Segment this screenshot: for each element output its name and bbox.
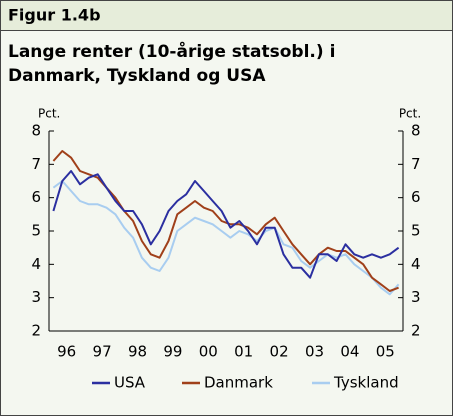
x-tick-label: 99 [163, 343, 182, 361]
y2-tick-label: 4 [411, 255, 421, 273]
legend-label: Tyskland [333, 374, 399, 392]
x-tick-label: 01 [234, 343, 253, 361]
series-line [52, 180, 400, 296]
y2-tick-label: 5 [411, 222, 421, 240]
legend-label: Danmark [204, 374, 273, 392]
y-tick-label: 5 [31, 222, 41, 240]
legend-label: USA [114, 374, 146, 392]
y-tick-label: 7 [31, 155, 41, 173]
x-tick-label: 05 [376, 343, 395, 361]
x-tick-label: 98 [128, 343, 147, 361]
chart-title: Lange renter (10-årige statsobl.) i Danma… [8, 40, 335, 86]
y2-tick-label: 6 [411, 188, 421, 206]
y2-tick-label: 3 [411, 288, 421, 306]
figure-label: Figur 1.4b [8, 6, 101, 25]
x-tick-label: 02 [270, 343, 289, 361]
y2-tick-label: 2 [411, 322, 421, 340]
y2-axis-label: Pct. [399, 107, 421, 121]
y2-tick-label: 8 [411, 122, 421, 140]
x-tick-label: 96 [57, 343, 76, 361]
y-tick-label: 3 [31, 288, 41, 306]
y-tick-label: 2 [31, 322, 41, 340]
y2-tick-label: 7 [411, 155, 421, 173]
header-bar [0, 0, 453, 31]
x-tick-label: 00 [199, 343, 218, 361]
y-axis-label: Pct. [38, 107, 60, 121]
x-tick-label: 03 [305, 343, 324, 361]
y-tick-label: 4 [31, 255, 41, 273]
y-tick-label: 8 [31, 122, 41, 140]
series-line [52, 170, 400, 279]
x-tick-label: 97 [93, 343, 112, 361]
x-tick-label: 04 [340, 343, 359, 361]
y-tick-label: 6 [31, 188, 41, 206]
